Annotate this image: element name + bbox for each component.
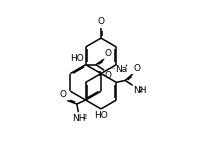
Text: ⁺: ⁺ — [123, 63, 128, 72]
Text: O: O — [60, 90, 67, 100]
Text: ⁻: ⁻ — [110, 65, 115, 74]
Text: 2: 2 — [138, 87, 143, 93]
Text: O: O — [134, 64, 140, 73]
Text: O: O — [105, 71, 112, 80]
Text: HO: HO — [70, 54, 84, 63]
Text: NH: NH — [134, 86, 147, 95]
Text: Na: Na — [115, 65, 127, 74]
Text: O: O — [98, 17, 104, 26]
Text: O: O — [105, 49, 112, 58]
Text: HO: HO — [94, 111, 108, 120]
Text: NH: NH — [72, 114, 85, 123]
Text: 2: 2 — [83, 114, 87, 120]
